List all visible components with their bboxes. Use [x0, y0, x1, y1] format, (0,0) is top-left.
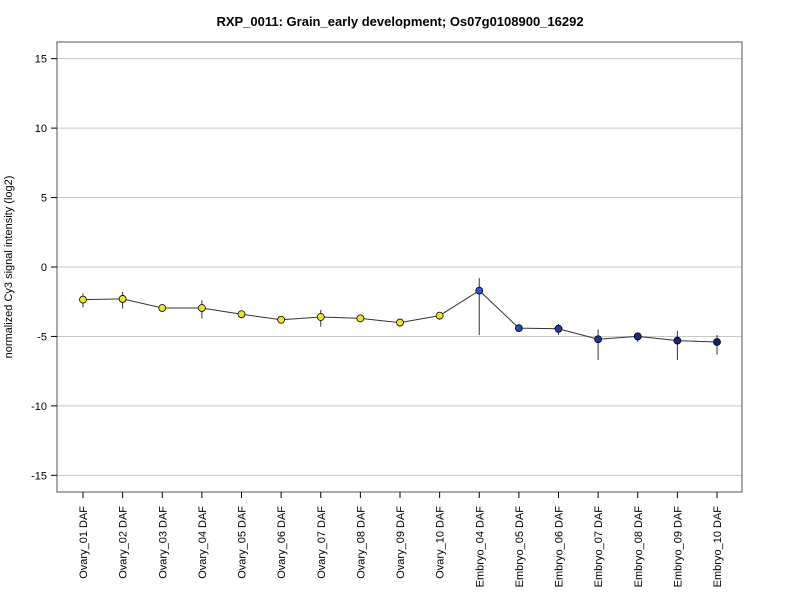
y-tick-label: -15 [31, 470, 47, 482]
y-tick-label: 5 [41, 193, 47, 205]
y-tick-label: 10 [35, 123, 47, 135]
data-point [118, 295, 127, 303]
y-tick-label: -5 [37, 331, 47, 343]
x-tick-label: Ovary_04 DAF [197, 506, 209, 579]
x-tick-label: Ovary_10 DAF [435, 506, 447, 579]
data-point [673, 336, 682, 345]
data-point [514, 324, 523, 333]
y-axis-label: normalized Cy3 signal intensity (log2) [3, 176, 15, 359]
x-tick-label: Ovary_08 DAF [355, 506, 367, 579]
x-tick-label: Ovary_03 DAF [157, 506, 169, 579]
data-point [554, 324, 563, 333]
x-tick-label: Embryo_04 DAF [474, 506, 486, 588]
data-point [79, 295, 87, 304]
x-tick-label: Embryo_07 DAF [593, 506, 605, 588]
data-point [316, 313, 325, 321]
chart-title: RXP_0011: Grain_early development; Os07g… [216, 14, 583, 29]
data-point [158, 304, 167, 312]
x-tick-label: Ovary_05 DAF [237, 506, 249, 579]
data-point [594, 335, 603, 344]
data-point [396, 318, 404, 327]
data-point [475, 286, 484, 295]
data-point [633, 332, 642, 341]
y-tick-label: 15 [35, 54, 47, 66]
x-tick-label: Ovary_07 DAF [316, 506, 328, 579]
x-tick-label: Embryo_08 DAF [633, 506, 645, 588]
plot-area: -15 -10 -5 0 5 10 15 Ovary_01 DAF Ovary_02 DAF Ov… [31, 41, 743, 588]
y-tick-label: -10 [31, 401, 47, 413]
data-point [197, 304, 206, 312]
x-tick-label: Embryo_10 DAF [712, 506, 724, 588]
series-line [82, 289, 718, 343]
x-tick-label: Ovary_02 DAF [118, 506, 130, 579]
x-tick-label: Embryo_09 DAF [672, 506, 684, 588]
data-point [713, 338, 721, 346]
x-tick-label: Ovary_06 DAF [276, 506, 288, 579]
x-tick-label: Ovary_09 DAF [395, 506, 407, 579]
x-tick-label: Ovary_01 DAF [78, 506, 90, 579]
data-point [356, 314, 365, 323]
data-point [277, 315, 286, 324]
data-point [435, 311, 444, 320]
y-tick-label: 0 [41, 262, 47, 274]
x-tick-label: Embryo_06 DAF [554, 506, 566, 588]
x-tick-label: Embryo_05 DAF [514, 506, 526, 588]
data-point [237, 310, 246, 319]
